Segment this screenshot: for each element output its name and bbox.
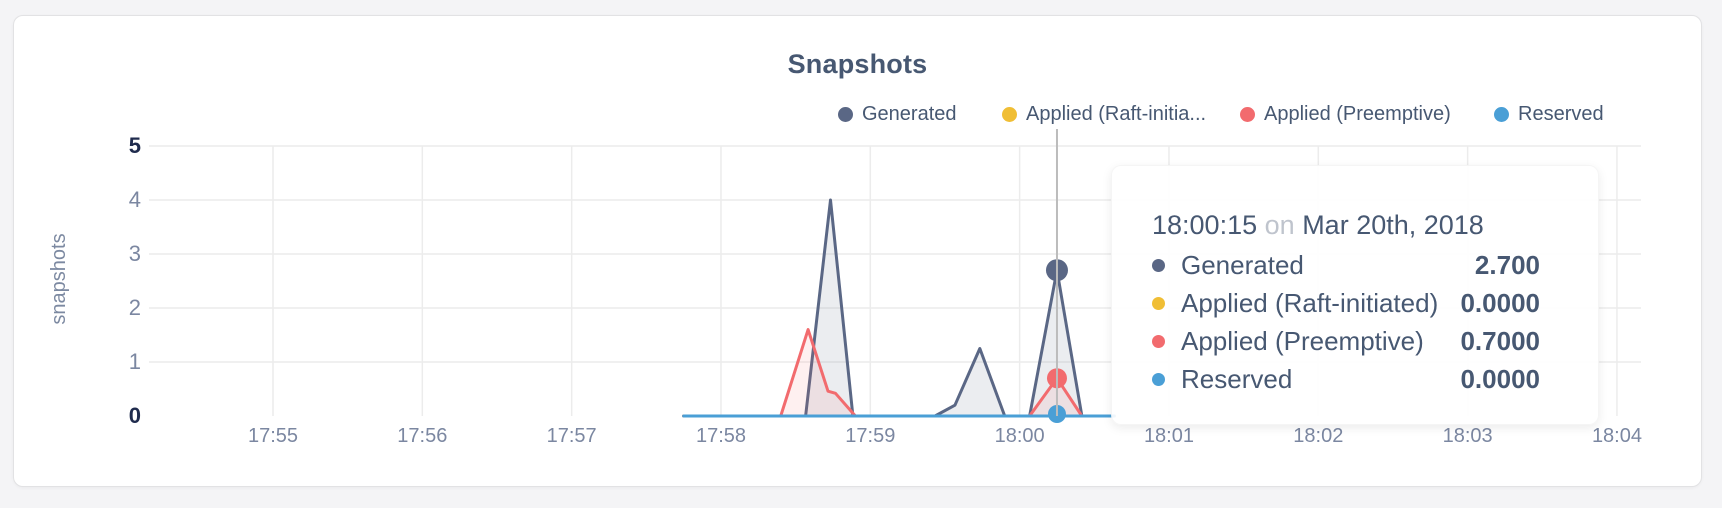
tooltip-date: Mar 20th, 2018 [1302,210,1484,240]
legend-item[interactable]: Reserved [1494,101,1604,127]
y-tick-label: 1 [128,349,141,374]
tooltip-series-value: 0.7000 [1460,325,1540,356]
tooltip-series-value: 2.700 [1474,249,1540,280]
tooltip-series-value: 0.0000 [1460,287,1540,318]
x-tick-label: 18:04 [1591,425,1642,447]
tooltip-series-label: Applied (Preemptive) [1181,325,1424,356]
tooltip-series-label: Applied (Raft-initiated) [1181,287,1439,318]
legend-label: Generated [862,102,957,125]
x-tick-label: 18:00 [994,425,1045,447]
tooltip-conjunction: on [1264,210,1295,240]
tooltip-series-label: Reserved [1181,363,1293,394]
legend-label: Applied (Raft-initia... [1026,102,1207,125]
y-tick-label: 0 [128,403,141,428]
legend-item[interactable]: Generated [838,101,957,127]
legend-label: Reserved [1518,102,1604,125]
legend-dot-icon [1002,106,1017,122]
x-tick-label: 17:56 [397,425,448,447]
tooltip-series-value: 0.0000 [1460,363,1540,394]
legend-dot-icon [838,106,853,122]
legend-item[interactable]: Applied (Preemptive) [1240,101,1451,127]
series-line [682,198,1116,418]
tooltip-row: Applied (Raft-initiated) 0.0000 [1152,284,1540,322]
legend-item[interactable]: Applied (Raft-initia... [1002,101,1206,127]
x-tick-label: 18:02 [1293,425,1344,447]
y-tick-label: 4 [128,187,141,212]
x-tick-label: 17:57 [546,425,597,447]
series-area [683,329,1115,416]
legend-dot-icon [1240,106,1255,122]
snapshots-chart-card: Snapshots Generated Applied (Raft-initia.… [13,15,1702,487]
legend-label: Applied (Preemptive) [1264,102,1451,125]
y-tick-label: 5 [128,133,141,158]
series-line [682,328,1116,418]
x-tick-label: 17:55 [247,425,299,447]
tooltip-series-dot-icon [1152,296,1165,310]
tooltip-header: 18:00:15 on Mar 20th, 2018 [1152,210,1540,240]
tooltip-row: Applied (Preemptive) 0.7000 [1152,322,1540,360]
x-tick-label: 18:01 [1143,425,1194,447]
tooltip-rows: Generated 2.700 Applied (Raft-initiated) 0.… [1152,246,1540,398]
x-tick-label: 18:03 [1442,425,1493,447]
x-tick-label: 17:59 [845,425,896,447]
legend-dot-icon [1494,106,1509,122]
tooltip-series-dot-icon [1152,334,1165,348]
hover-tooltip: 18:00:15 on Mar 20th, 2018 Generated 2.70… [1111,165,1599,425]
series-area [683,200,1115,416]
tooltip-row: Reserved 0.0000 [1152,360,1540,398]
y-tick-label: 2 [128,295,141,320]
tooltip-time: 18:00:15 [1152,210,1258,240]
y-tick-label: 3 [128,241,141,266]
tooltip-series-label: Generated [1181,249,1304,280]
y-axis-label: snapshots [48,233,70,325]
tooltip-series-dot-icon [1152,258,1165,272]
chart-title: Snapshots [787,49,928,79]
x-tick-label: 17:58 [695,425,747,447]
tooltip-row: Generated 2.700 [1152,246,1540,284]
tooltip-series-dot-icon [1152,372,1165,386]
